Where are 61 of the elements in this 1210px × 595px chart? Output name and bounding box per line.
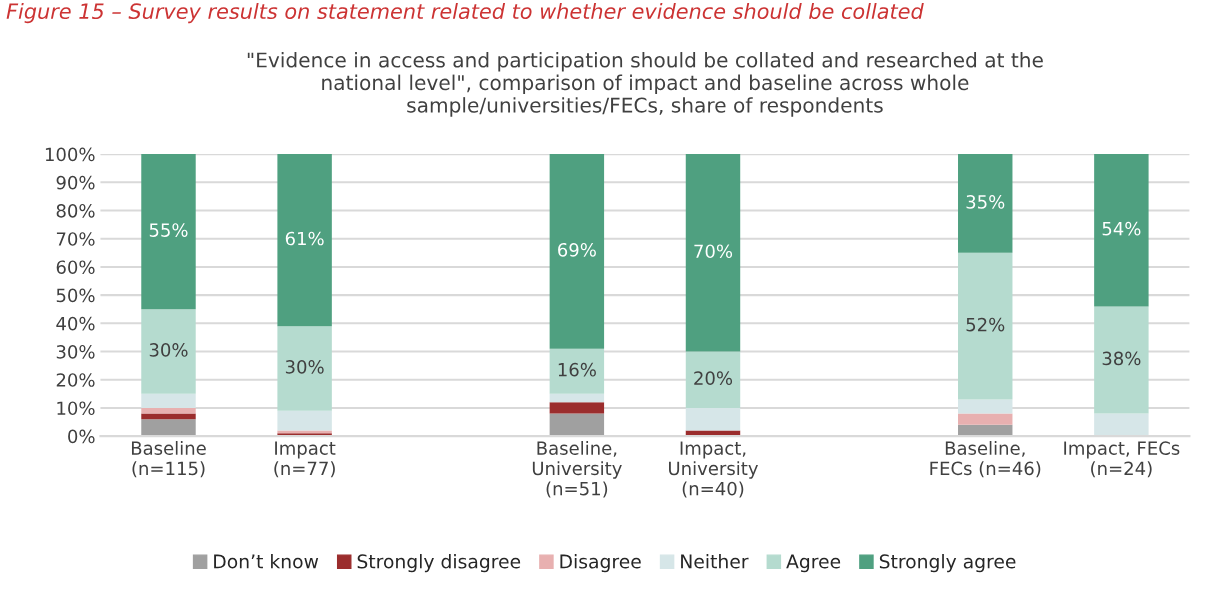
data-label: 70% bbox=[694, 244, 733, 259]
legend-label: Disagree bbox=[560, 554, 641, 573]
x-tick-label: Baseline, University (n=51) bbox=[532, 441, 622, 498]
bar bbox=[685, 154, 741, 352]
y-tick-label: 30% bbox=[56, 344, 95, 359]
y-tick-label: 0% bbox=[68, 429, 95, 444]
data-label: 30% bbox=[285, 360, 324, 374]
bar bbox=[549, 393, 605, 403]
bar bbox=[549, 402, 605, 414]
bar bbox=[141, 419, 196, 437]
bar bbox=[549, 154, 605, 349]
data-label: 38% bbox=[1102, 351, 1141, 366]
legend-label: Neither bbox=[681, 554, 749, 569]
y-tick-label: 80% bbox=[56, 203, 95, 218]
bar bbox=[277, 154, 332, 327]
legend-label: Agree bbox=[786, 554, 841, 573]
y-tick-label: 70% bbox=[56, 232, 95, 246]
bar bbox=[549, 413, 605, 437]
legend-label: Don’t know bbox=[214, 554, 319, 569]
y-tick-label: 100% bbox=[45, 147, 95, 162]
bar bbox=[1094, 154, 1149, 307]
data-label: 16% bbox=[558, 362, 596, 377]
x-tick-label: Impact, University (n=40) bbox=[669, 441, 758, 498]
y-tick-label: 10% bbox=[57, 401, 95, 416]
x-tick-label: Impact (n=77) bbox=[274, 441, 336, 478]
bar bbox=[277, 326, 332, 411]
bar bbox=[141, 393, 196, 408]
data-label: 55% bbox=[149, 223, 188, 237]
bar bbox=[958, 413, 1013, 425]
bar bbox=[549, 348, 605, 394]
bar bbox=[141, 413, 196, 420]
data-label: 30% bbox=[149, 343, 188, 357]
bar bbox=[1094, 306, 1149, 414]
y-tick-label: 60% bbox=[56, 260, 95, 275]
bar bbox=[958, 252, 1013, 400]
legend-label: Strongly agree bbox=[879, 554, 1016, 573]
data-label: 35% bbox=[966, 195, 1005, 209]
chart-title: "Evidence in access and participation should be collated and researched at the national level", comparison of impact and baseline across whole sample/universities/FECs, share of respondents bbox=[247, 52, 1043, 117]
x-tick-label: Baseline (n=115) bbox=[131, 441, 206, 478]
data-label: 20% bbox=[694, 371, 733, 385]
y-tick-label: 20% bbox=[56, 373, 95, 387]
bar bbox=[958, 154, 1013, 253]
x-tick-label: Baseline, FECs (n=46) bbox=[930, 441, 1041, 478]
x-tick-label: Impact, FECs (n=24) bbox=[1064, 441, 1180, 478]
y-tick-label: 90% bbox=[56, 175, 95, 190]
legend-label: Strongly disagree bbox=[357, 554, 521, 573]
caption: Figure 15 – Survey results on statement related to whether evidence should be collated bbox=[6, 2, 924, 24]
data-label: 69% bbox=[558, 242, 596, 257]
bar bbox=[685, 407, 741, 431]
y-tick-label: 50% bbox=[56, 288, 95, 303]
data-label: 61% bbox=[285, 231, 324, 246]
bar bbox=[141, 309, 196, 394]
bar bbox=[1094, 413, 1149, 437]
bar bbox=[685, 351, 741, 408]
bar bbox=[141, 407, 196, 414]
data-label: 52% bbox=[966, 317, 1005, 332]
bar bbox=[958, 399, 1013, 414]
data-label: 54% bbox=[1102, 221, 1141, 236]
y-tick-label: 40% bbox=[56, 316, 95, 331]
bar bbox=[141, 154, 196, 310]
bar bbox=[277, 410, 332, 431]
